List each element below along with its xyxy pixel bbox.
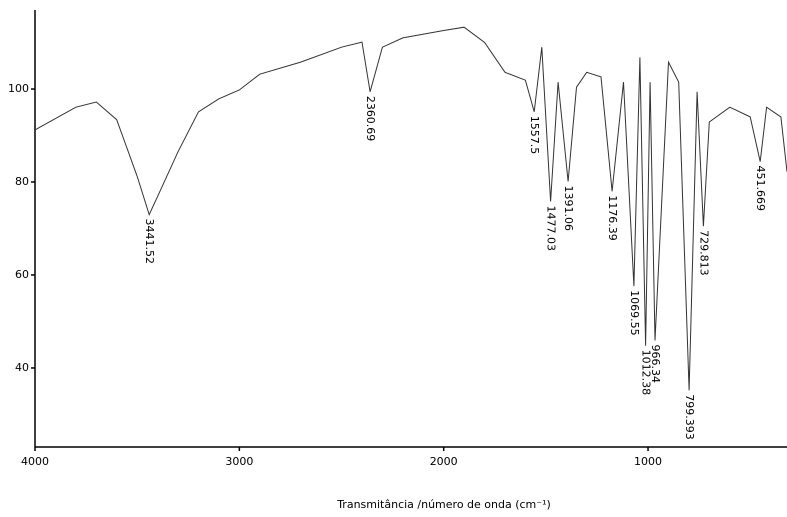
spectrum-line xyxy=(34,26,787,391)
peak-label: 1069.55 xyxy=(628,290,641,336)
y-tick-label: 60 xyxy=(15,268,29,281)
peak-label: 1557.5 xyxy=(528,116,541,155)
x-axis-label: Transmitância /número de onda (cm⁻¹) xyxy=(336,498,551,511)
y-tick-label: 100 xyxy=(8,82,29,95)
x-tick-label: 3000 xyxy=(225,455,253,468)
peak-label: 2360.69 xyxy=(364,96,377,142)
y-tick-label: 80 xyxy=(15,175,29,188)
peak-label: 1477.03 xyxy=(545,206,558,252)
peak-label: 966.34 xyxy=(649,345,662,384)
peak-label: 451.669 xyxy=(754,166,767,212)
peak-label: 1012.38 xyxy=(640,350,653,396)
peak-label: 3441.52 xyxy=(143,219,156,265)
y-tick-label: 40 xyxy=(15,361,29,374)
x-tick-label: 1000 xyxy=(634,455,662,468)
peak-label: 729.813 xyxy=(697,230,710,276)
peak-label: 1391.06 xyxy=(562,186,575,232)
x-tick-label: 2000 xyxy=(430,455,458,468)
peak-label: 799.393 xyxy=(683,394,696,440)
x-tick-label: 4000 xyxy=(21,455,49,468)
peak-label: 1176.39 xyxy=(606,195,619,241)
